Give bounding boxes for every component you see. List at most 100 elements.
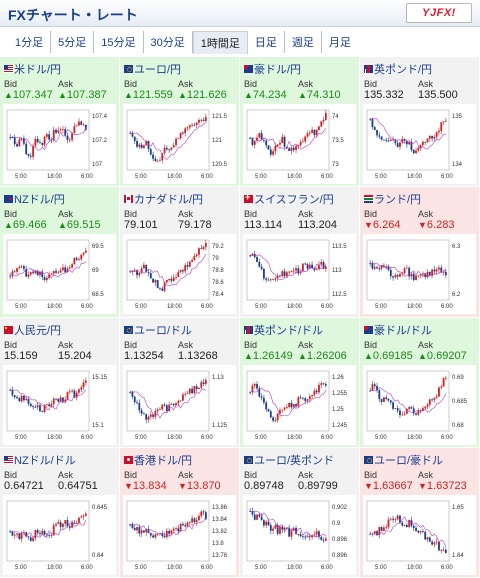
ask-value: 0.64751 — [58, 480, 98, 492]
candle-body — [440, 549, 443, 551]
mini-chart[interactable]: 13.86 13.84 13.82 13.8 13.78 5:00 18:00 6:00 — [123, 494, 236, 575]
flag-icon — [244, 65, 253, 73]
candle-body — [36, 404, 39, 407]
candle-body — [55, 129, 57, 133]
rate-tile[interactable]: ユーロ/英ポンド Bid Ask 0.89748 0.89799 0.902 0.9 0.89… — [240, 447, 360, 578]
mini-chart[interactable]: 69.5 69 68.5 5:00 18:00 6:00 — [3, 234, 116, 315]
candle-body — [36, 529, 39, 533]
candlestick-chart: 107.4 107.2 107 5:00 18:00 6:00 — [6, 109, 108, 180]
flag-icon — [364, 325, 373, 334]
pair-name[interactable]: 英ポンド/ドル — [244, 323, 323, 337]
rate-tile[interactable]: カナダドル/円 Bid Ask 79.101 79.178 79.2 79 78.8 78.6 7… — [120, 187, 240, 318]
candle-body — [415, 412, 417, 415]
tab-timeframe[interactable]: 1分足 — [8, 31, 52, 53]
ask-value: 135.500 — [418, 89, 458, 101]
tab-timeframe[interactable]: 月足 — [328, 37, 351, 49]
mini-chart[interactable]: 1.65 1.64 5:00 18:00 6:00 — [363, 494, 476, 575]
mini-chart[interactable]: 107.4 107.2 107 5:00 18:00 6:00 — [3, 104, 116, 184]
candle-body — [324, 113, 327, 120]
tab-timeframe[interactable]: 5分足 — [51, 31, 95, 53]
pair-name[interactable]: 豪ドル/ドル — [364, 323, 432, 337]
rate-tile[interactable]: ユーロ/円 Bid Ask ▲121.559 ▲121.626 121.5 121 120.5… — [120, 57, 240, 188]
rate-tile[interactable]: 英ポンド/円 Bid Ask 135.332 135.500 135 134 5:00 18:0… — [360, 57, 480, 188]
mini-chart[interactable]: 1.26 1.255 1.25 1.245 5:00 18:00 6:00 — [243, 364, 356, 445]
candle-body — [410, 519, 413, 526]
pair-name[interactable]: ユーロ/円 — [124, 62, 181, 76]
candle-body — [324, 383, 327, 386]
candle-body — [165, 530, 168, 537]
candle-body — [403, 413, 406, 415]
candle-body — [380, 265, 383, 269]
mini-chart[interactable]: 79.2 79 78.8 78.6 78.4 5:00 18:00 6:00 — [123, 234, 236, 315]
pair-name[interactable]: NZドル/円 — [4, 192, 65, 206]
yjfx-logo[interactable]: YJFX! — [406, 3, 472, 23]
candle-body — [186, 392, 189, 394]
candle-body — [154, 534, 157, 538]
mini-chart[interactable]: 121.5 121 120.5 5:00 18:00 6:00 — [123, 104, 236, 184]
moving-average-line — [130, 122, 207, 160]
rate-tile[interactable]: NZドル/ドル Bid Ask 0.64721 0.64751 0.645 0.64 5:00… — [0, 447, 120, 578]
candle-body — [263, 397, 265, 402]
rate-tile[interactable]: ユーロ/ドル Bid Ask 1.13254 1.13268 1.13 1.125 5:00 1… — [120, 317, 240, 448]
rate-tile[interactable]: 米ドル/円 Bid Ask ▲107.347 ▲107.387 107.4 107.2 107… — [0, 57, 120, 188]
mini-chart[interactable]: 0.69 0.685 0.68 5:00 18:00 6:00 — [363, 364, 476, 445]
rate-tile[interactable]: 英ポンド/ドル Bid Ask ▲1.26149 ▲1.26206 1.26 1.255 1.… — [240, 317, 360, 448]
tab-timeframe[interactable]: 30分足 — [144, 31, 193, 53]
candle-body — [378, 389, 381, 399]
candle-body — [306, 133, 309, 137]
pair-name[interactable]: 豪ドル/円 — [244, 62, 301, 76]
pair-name[interactable]: 英ポンド/円 — [364, 62, 432, 76]
candle-body — [251, 137, 254, 145]
mini-chart[interactable]: 113.5 113 112.5 5:00 18:00 6:00 — [243, 234, 356, 315]
mini-chart[interactable]: 1.13 1.125 5:00 18:00 6:00 — [123, 364, 236, 445]
rate-tile[interactable]: 豪ドル/ドル Bid Ask ▲0.69185 ▲0.69207 0.69 0.685 0.6… — [360, 317, 480, 448]
candle-body — [320, 262, 323, 265]
rate-tile[interactable]: 香港ドル/円 Bid Ask ▼13.834 ▼13.870 13.86 13.84 13.8… — [120, 447, 240, 578]
candlestick-chart: 79.2 79 78.8 78.6 78.4 5:00 18:00 6:00 — [126, 240, 224, 310]
candle-body — [265, 401, 268, 409]
mini-chart[interactable]: 135 134 5:00 18:00 6:00 — [363, 104, 476, 184]
tab-timeframe[interactable]: 1時間足 — [192, 30, 248, 54]
candle-body — [424, 406, 427, 408]
x-tick-label: 18:00 — [287, 174, 303, 180]
rate-tile[interactable]: スイスフラン/円 Bid Ask 113.114 113.204 113.5 113 112.… — [240, 187, 360, 318]
rate-tile[interactable]: 豪ドル/円 Bid Ask ▲74.234 ▲74.310 74 73.5 73 5:00 18:… — [240, 57, 360, 188]
rate-tile[interactable]: ランド/円 Bid Ask ▼6.264 ▼6.283 6.3 6.2 5:00 18:00 6:… — [360, 187, 480, 318]
ask-label: Ask — [178, 339, 194, 350]
candle-body — [71, 133, 73, 140]
candle-body — [27, 274, 30, 277]
pair-name[interactable]: 香港ドル/円 — [124, 453, 192, 467]
pair-name[interactable]: NZドル/ドル — [4, 453, 76, 467]
pair-name[interactable]: 人民元/円 — [4, 323, 61, 337]
x-tick-label: 6:00 — [81, 565, 93, 571]
flag-icon — [4, 195, 13, 204]
mini-chart[interactable]: 0.902 0.9 0.898 0.896 5:00 18:00 6:00 — [243, 494, 356, 575]
chart-frame — [366, 240, 450, 301]
tab-timeframe[interactable]: 日足 — [248, 31, 285, 53]
mini-chart[interactable]: 0.645 0.64 5:00 18:00 6:00 — [3, 494, 116, 575]
mini-chart[interactable]: 15.15 15.1 5:00 18:00 6:00 — [3, 364, 116, 445]
mini-chart[interactable]: 6.3 6.2 5:00 18:00 6:00 — [363, 234, 476, 315]
y-tick-label: 121.5 — [212, 114, 228, 120]
pair-name[interactable]: カナダドル/円 — [124, 192, 203, 206]
pair-name[interactable]: ランド/円 — [364, 192, 421, 206]
candle-body — [444, 121, 447, 122]
candle-body — [428, 398, 431, 405]
candle-body — [9, 389, 12, 391]
tab-timeframe[interactable]: 週足 — [285, 31, 322, 53]
mini-chart[interactable]: 74 73.5 73 5:00 18:00 6:00 — [243, 104, 356, 184]
candle-body — [202, 511, 205, 513]
y-tick-label: 68.5 — [92, 292, 104, 298]
candle-body — [315, 390, 318, 392]
candle-body — [154, 280, 157, 283]
rate-tile[interactable]: NZドル/円 Bid Ask ▲69.466 ▲69.515 69.5 69 68.5 5:00… — [0, 187, 120, 318]
pair-name[interactable]: スイスフラン/円 — [244, 192, 334, 206]
tab-timeframe[interactable]: 15分足 — [94, 31, 144, 53]
pair-name[interactable]: 米ドル/円 — [4, 62, 61, 76]
pair-name[interactable]: ユーロ/ドル — [124, 323, 192, 337]
rate-tile[interactable]: ユーロ/豪ドル Bid Ask ▼1.63667 ▼1.63723 1.65 1.64 5:0… — [360, 447, 480, 578]
y-tick-label: 1.125 — [212, 423, 228, 429]
rate-tile[interactable]: 人民元/円 Bid Ask 15.159 15.204 15.15 15.1 5:00 18:0… — [0, 317, 120, 448]
pair-name[interactable]: ユーロ/豪ドル — [364, 453, 443, 467]
pair-name[interactable]: ユーロ/英ポンド — [244, 453, 334, 467]
